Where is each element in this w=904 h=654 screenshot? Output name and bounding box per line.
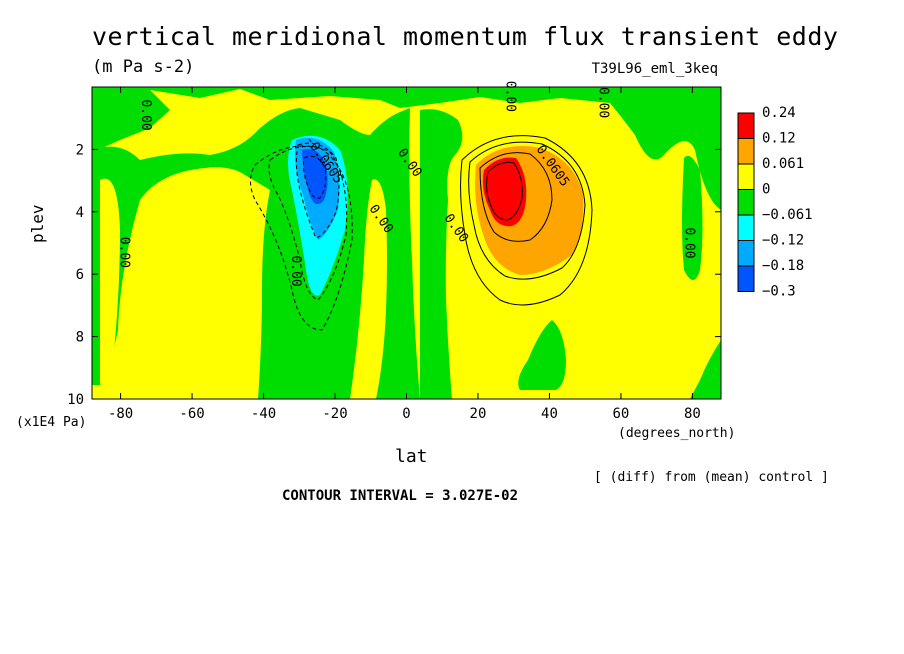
green-region-equator-east bbox=[420, 109, 463, 399]
y-tick-label: 4 bbox=[76, 205, 84, 221]
contour-label: 0.00 bbox=[595, 87, 610, 118]
contour-label: 0.00 bbox=[117, 237, 132, 268]
x-tick-label: 20 bbox=[470, 406, 487, 422]
contour-positive-inner bbox=[479, 152, 553, 242]
green-patch-bottom-east bbox=[690, 340, 721, 399]
yellow-region-left bbox=[100, 178, 120, 384]
contour-label: 0.00 bbox=[138, 99, 153, 130]
x-axis-unit: (degrees_north) bbox=[618, 426, 736, 441]
colorbar-label: 0 bbox=[762, 182, 770, 198]
diff-note: [ (diff) from (mean) control ] bbox=[594, 470, 829, 485]
negative-core bbox=[288, 135, 348, 296]
x-tick-label: -40 bbox=[251, 406, 276, 422]
contour-lines bbox=[250, 135, 593, 331]
yellow-island-left-mid bbox=[150, 175, 258, 399]
positive-core bbox=[475, 146, 584, 275]
colorbar-label: −0.061 bbox=[762, 207, 813, 223]
chart-title: vertical meridional momentum flux transi… bbox=[92, 22, 839, 51]
colorbar-swatch bbox=[737, 265, 755, 292]
contour-label: 0.00 bbox=[681, 227, 696, 258]
green-region-north-strip bbox=[682, 155, 703, 280]
contour-label: 0.00 bbox=[288, 255, 303, 286]
colorbar-swatch bbox=[737, 163, 755, 190]
green-island-north-mid bbox=[518, 320, 566, 390]
y-tick-label: 8 bbox=[76, 330, 84, 346]
green-band-north-pole-top bbox=[92, 87, 721, 120]
chart-units: (m Pa s-2) bbox=[92, 57, 195, 77]
contour-negative-inner bbox=[295, 142, 340, 239]
y-tick-label: 6 bbox=[76, 267, 84, 283]
dark-blue-region bbox=[302, 149, 328, 205]
colorbar-label: −0.3 bbox=[762, 284, 796, 300]
colorbar: 0.24 0.12 0.061 0 −0.061 −0.12 −0.18 −0.3 bbox=[737, 105, 813, 300]
y-tick-label: 2 bbox=[76, 142, 84, 158]
colorbar-swatch bbox=[737, 138, 755, 165]
colorbar-label: −0.18 bbox=[762, 258, 804, 274]
x-tick-label: 40 bbox=[541, 406, 558, 422]
red-region bbox=[482, 157, 527, 227]
colorbar-swatch bbox=[737, 214, 755, 241]
y-tick-label: 10 bbox=[67, 392, 84, 408]
y-axis-unit: (x1E4 Pa) bbox=[16, 415, 87, 430]
colorbar-swatch bbox=[737, 240, 755, 267]
contour-label: 0.00 bbox=[503, 81, 518, 112]
contour-negative-outer bbox=[250, 145, 353, 331]
colorbar-label: 0.24 bbox=[762, 105, 796, 121]
x-tick-label: 0 bbox=[402, 406, 410, 422]
colorbar-swatch bbox=[737, 112, 755, 139]
x-tick-label: -80 bbox=[108, 406, 133, 422]
contour-positive-mid bbox=[468, 141, 586, 280]
colorbar-label: −0.12 bbox=[762, 233, 804, 249]
x-axis-label: lat bbox=[395, 446, 428, 467]
green-region-west bbox=[92, 87, 170, 150]
experiment-label: T39L96_eml_3keq bbox=[591, 61, 718, 77]
contour-negative-core bbox=[303, 155, 327, 199]
contour-negative-mid bbox=[268, 146, 348, 301]
yellow-strip-mid bbox=[350, 179, 387, 399]
colorbar-label: 0.061 bbox=[762, 156, 804, 172]
green-region-north-east bbox=[610, 103, 721, 210]
x-tick-label: -20 bbox=[322, 406, 347, 422]
x-tick-label: -60 bbox=[179, 406, 204, 422]
axis-ticks: -80 -60 -40 -20 0 20 40 60 80 2 4 6 8 10 bbox=[67, 87, 721, 422]
contour-positive-core bbox=[486, 161, 523, 221]
contour-positive-outer bbox=[460, 135, 593, 306]
colorbar-swatch bbox=[737, 189, 755, 216]
x-tick-label: 60 bbox=[613, 406, 630, 422]
x-tick-label: 80 bbox=[684, 406, 701, 422]
colorbar-label: 0.12 bbox=[762, 131, 796, 147]
contour-interval: CONTOUR INTERVAL = 3.027E-02 bbox=[282, 488, 519, 504]
